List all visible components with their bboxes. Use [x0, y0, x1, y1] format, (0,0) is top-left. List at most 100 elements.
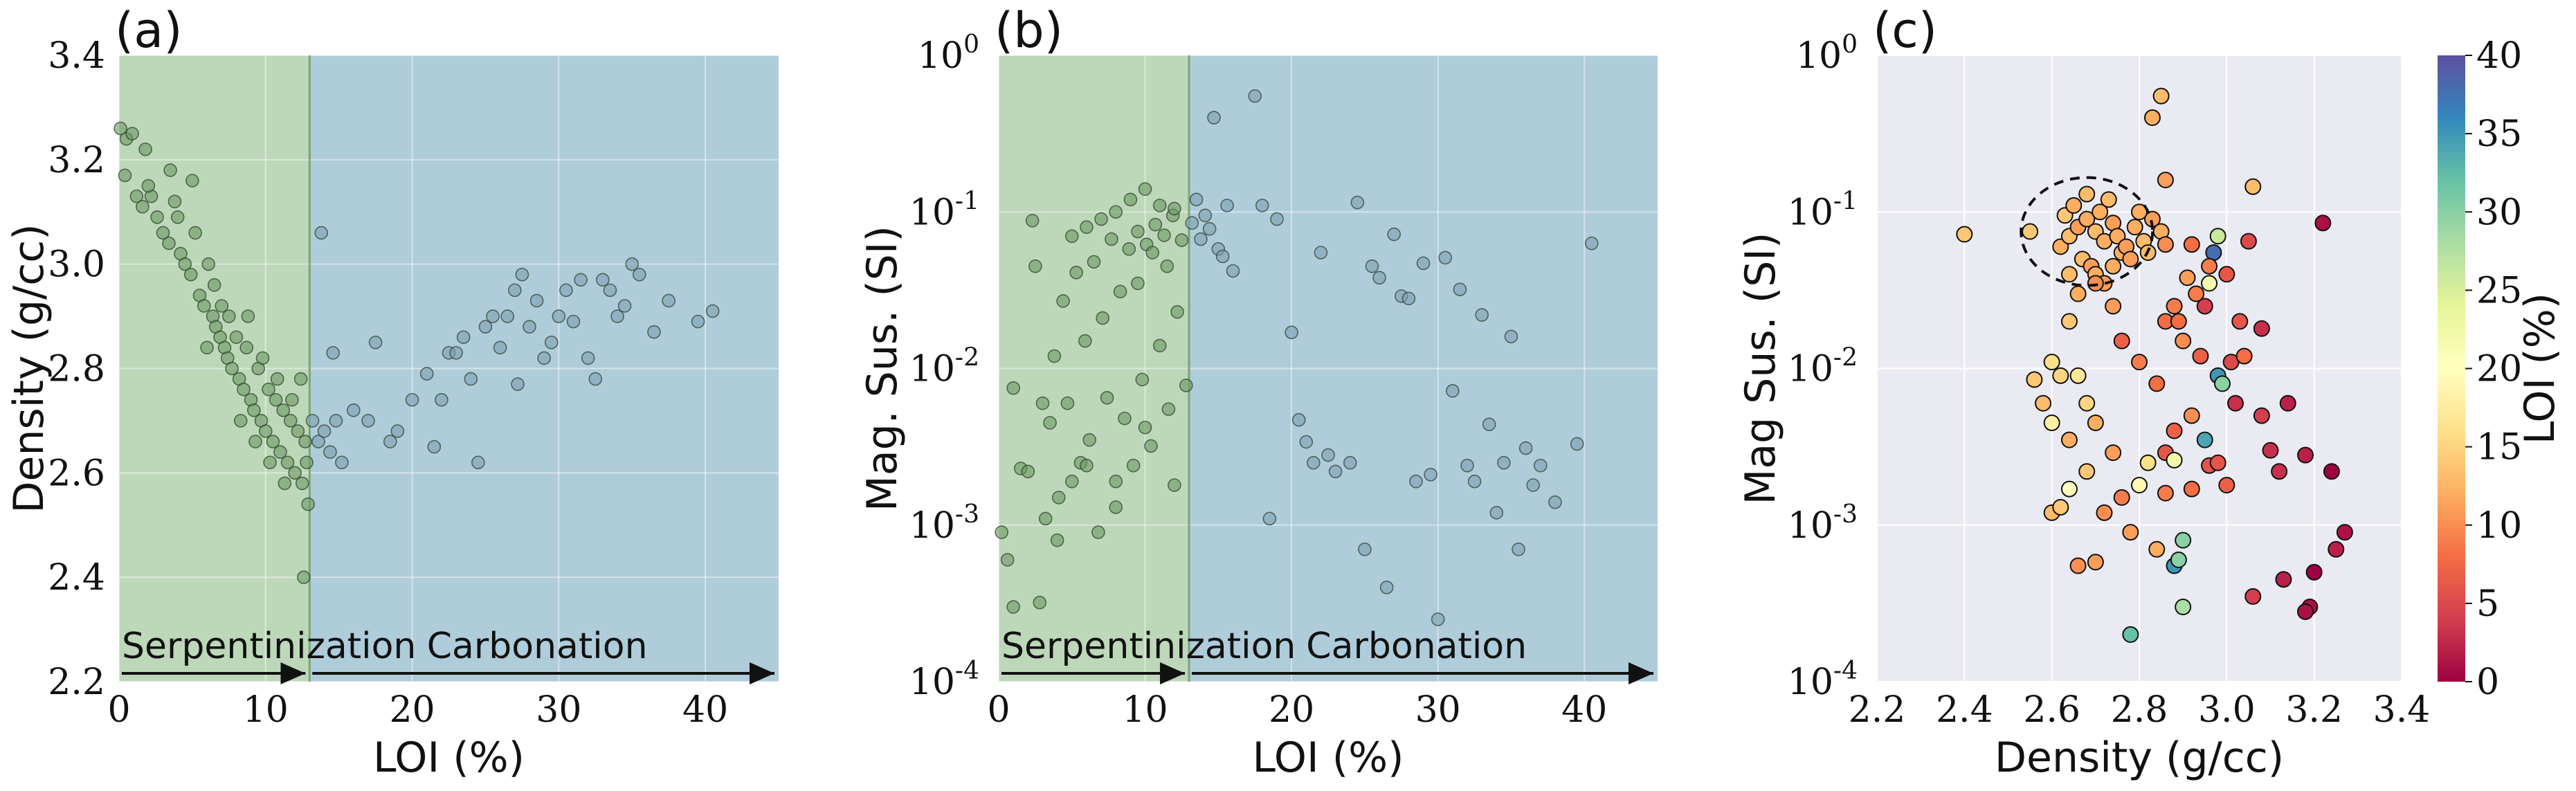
- y-tick-label: 2.4: [48, 557, 105, 599]
- serpentinization-point: [118, 168, 132, 183]
- carbonation-point: [305, 414, 320, 428]
- serpentinization-point: [239, 340, 254, 355]
- loi-colored-point: [2100, 191, 2117, 208]
- carbonation-point: [1248, 89, 1262, 103]
- carbonation-point: [1387, 227, 1401, 242]
- carbonation-point: [617, 299, 632, 313]
- loi-colored-point: [2078, 185, 2096, 203]
- loi-colored-point: [2096, 504, 2113, 521]
- carbonation-point: [1328, 464, 1343, 479]
- colorbar-bar: [2438, 55, 2465, 682]
- loi-colored-point: [1956, 226, 1973, 243]
- carbonation-point: [633, 267, 646, 282]
- carbonation-point: [1262, 511, 1277, 526]
- serpentinization-point: [1082, 433, 1096, 447]
- serpentinization-point: [1168, 478, 1181, 492]
- carbonation-point: [1194, 232, 1208, 246]
- loi-colored-point: [2279, 394, 2296, 412]
- colorbar: 0 5 10 15 20 25 30 35 40 LOI (%): [2438, 35, 2564, 703]
- loi-colored-point: [2060, 266, 2078, 283]
- serpentinization-point: [129, 189, 144, 203]
- carbonation-point: [647, 325, 661, 339]
- x-tick-label: 0: [987, 689, 1010, 731]
- serpentinization-point: [162, 236, 176, 251]
- loi-colored-point: [2175, 531, 2192, 549]
- serpentinization-point: [1064, 474, 1079, 489]
- carbonation-point: [1585, 236, 1599, 251]
- loi-colored-point: [2122, 524, 2139, 541]
- carbonation-point: [1285, 325, 1298, 340]
- loi-colored-point: [2201, 275, 2218, 292]
- x-tick-label: 2.2: [1849, 689, 1906, 731]
- carbonation-point: [1512, 542, 1525, 556]
- x-tick-label: 40: [1561, 689, 1607, 731]
- serpentinization-point: [1152, 199, 1167, 212]
- serpentinization-point: [288, 466, 302, 480]
- serpentinization-point: [278, 476, 292, 491]
- y-tick-label: 10-4: [1788, 657, 1858, 703]
- carbonation-point: [368, 335, 383, 349]
- y-tick-label: 3.2: [48, 140, 105, 181]
- loi-colored-point: [2022, 223, 2039, 240]
- y-tick-label: 2.6: [48, 453, 105, 494]
- serpentinization-point: [1118, 411, 1132, 426]
- serpentinization-point: [1174, 233, 1189, 247]
- y-tick-label: 10-1: [1788, 187, 1858, 233]
- carbonation-point: [1226, 264, 1240, 278]
- carbonation-point: [326, 346, 340, 360]
- serpentinization-point: [114, 121, 127, 136]
- carbonation-point: [537, 351, 551, 365]
- loi-colored-point: [2105, 257, 2122, 275]
- colorbar-tick-label: 20: [2476, 349, 2522, 390]
- carbonation-point: [1416, 256, 1431, 271]
- serpentinization-point: [1168, 201, 1181, 216]
- serpentinization-point: [298, 435, 312, 448]
- serpentinization-point: [1051, 491, 1066, 504]
- carbonation-point: [1497, 455, 1511, 470]
- serpentinization-point: [241, 309, 255, 323]
- serpentinization-point: [1123, 192, 1138, 207]
- panel-label: (c): [1873, 2, 1937, 59]
- serpentinization-point: [1069, 266, 1083, 280]
- carbonation-point: [1291, 412, 1306, 427]
- carbonation-point: [1198, 208, 1213, 223]
- y-axis-title: Density (g/cc): [5, 224, 53, 513]
- loi-colored-point: [2235, 347, 2253, 365]
- loi-colored-point: [2271, 463, 2288, 480]
- carbonation-point: [1350, 195, 1365, 210]
- serpentinization-point: [293, 372, 308, 386]
- serpentinization-label: Serpentinization: [1001, 626, 1296, 667]
- loi-colored-point: [2087, 554, 2104, 571]
- carbonation-point: [529, 293, 544, 308]
- loi-colored-point: [2052, 367, 2069, 384]
- loi-colored-point: [2157, 236, 2174, 253]
- loi-colored-point: [2043, 354, 2060, 371]
- data-points: [114, 121, 720, 584]
- serpentinization-point: [1131, 276, 1145, 291]
- carbonation-point: [1438, 251, 1453, 265]
- carbonation-point: [523, 320, 536, 334]
- carbonation-region: [309, 55, 779, 682]
- serpentinization-point: [1179, 379, 1193, 392]
- colorbar-tick-label: 30: [2476, 192, 2522, 233]
- serpentinization-point: [1064, 229, 1079, 244]
- serpentinization-point: [170, 210, 185, 224]
- carbonation-point: [1409, 474, 1423, 489]
- loi-colored-point: [2314, 215, 2332, 232]
- loi-colored-point: [2297, 603, 2314, 620]
- data-points: [995, 89, 1599, 626]
- serpentinization-point: [237, 382, 251, 397]
- carbonation-point: [1321, 448, 1335, 462]
- carbonation-point: [405, 392, 419, 407]
- loi-colored-point: [2196, 298, 2213, 315]
- x-axis-title: LOI (%): [1252, 734, 1404, 782]
- colorbar-tick-label: 40: [2476, 35, 2522, 77]
- x-tick-label: 2.4: [1936, 689, 1993, 731]
- serpentinization-point: [1148, 217, 1163, 232]
- y-tick-label: 100: [918, 30, 979, 77]
- carbonation-point: [1489, 506, 1504, 520]
- loi-colored-point: [2214, 375, 2231, 392]
- colorbar-tick-label: 35: [2476, 113, 2522, 155]
- serpentinization-point: [207, 278, 221, 292]
